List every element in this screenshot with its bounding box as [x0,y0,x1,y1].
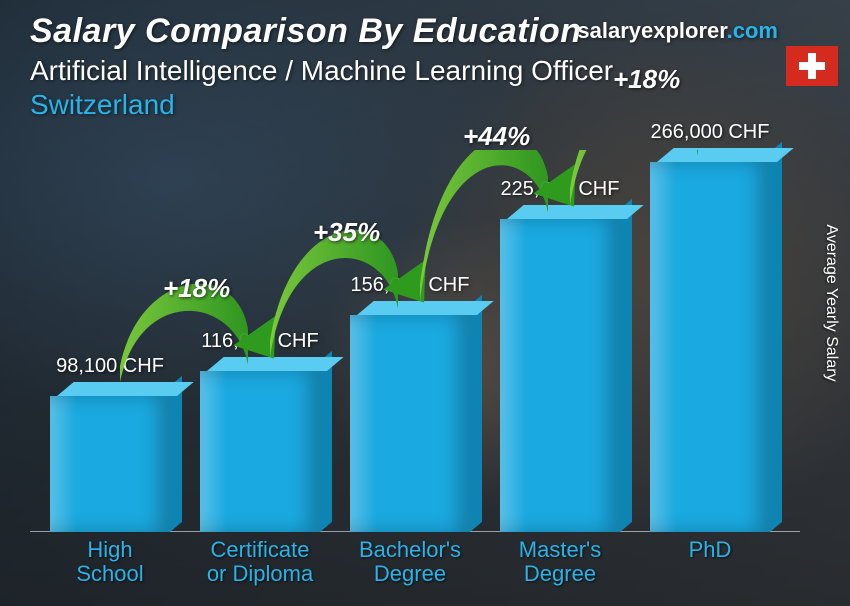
switzerland-flag-icon [786,46,838,86]
bar-slot: 156,000 CHFBachelor'sDegree [350,315,470,532]
bar-value-label: 116,000 CHF [180,330,340,353]
bar-category-label: HighSchool [30,538,190,590]
bar-category-label: Master'sDegree [480,538,640,590]
bar-value-label: 98,100 CHF [30,355,190,378]
bar-side [320,351,332,532]
bar-category-label: Certificateor Diploma [180,538,340,590]
bar-side [170,376,182,532]
bar-slot: 116,000 CHFCertificateor Diploma [200,371,320,532]
bar-side [770,142,782,532]
bar-value-label: 225,000 CHF [480,178,640,201]
bar-front [350,315,470,532]
pct-increase-label: +44% [463,121,530,152]
infographic-stage: Salary Comparison By Education Artificia… [0,0,850,606]
bar-slot: 225,000 CHFMaster'sDegree [500,219,620,532]
flag-cross-v [808,53,816,79]
bar-front [650,162,770,532]
bar-value-label: 156,000 CHF [330,274,490,297]
bar-top [657,148,794,162]
y-axis-label: Average Yearly Salary [822,224,840,381]
bar-slot: 98,100 CHFHighSchool [50,396,170,532]
bar-top [57,382,194,396]
bar-top [357,301,494,315]
bar-top [507,205,644,219]
bar-front [50,396,170,532]
pct-increase-label: +18% [163,273,230,304]
bar-side [620,199,632,532]
bar-category-label: PhD [630,538,790,590]
bar-front [200,371,320,532]
bar-slot: 266,000 CHFPhD [650,162,770,532]
bar-front [500,219,620,532]
pct-increase-label: +18% [613,64,680,95]
pct-increase-label: +35% [313,217,380,248]
salary-bar-chart: 98,100 CHFHighSchool116,000 CHFCertifica… [40,150,790,588]
bar-category-label: Bachelor'sDegree [330,538,490,590]
brand-suffix: .com [727,18,778,43]
brand-watermark: salaryexplorer.com [577,18,778,44]
bar-side [470,295,482,532]
bar-value-label: 266,000 CHF [630,121,790,144]
bar-top [207,357,344,371]
brand-prefix: salaryexplorer [577,18,726,43]
